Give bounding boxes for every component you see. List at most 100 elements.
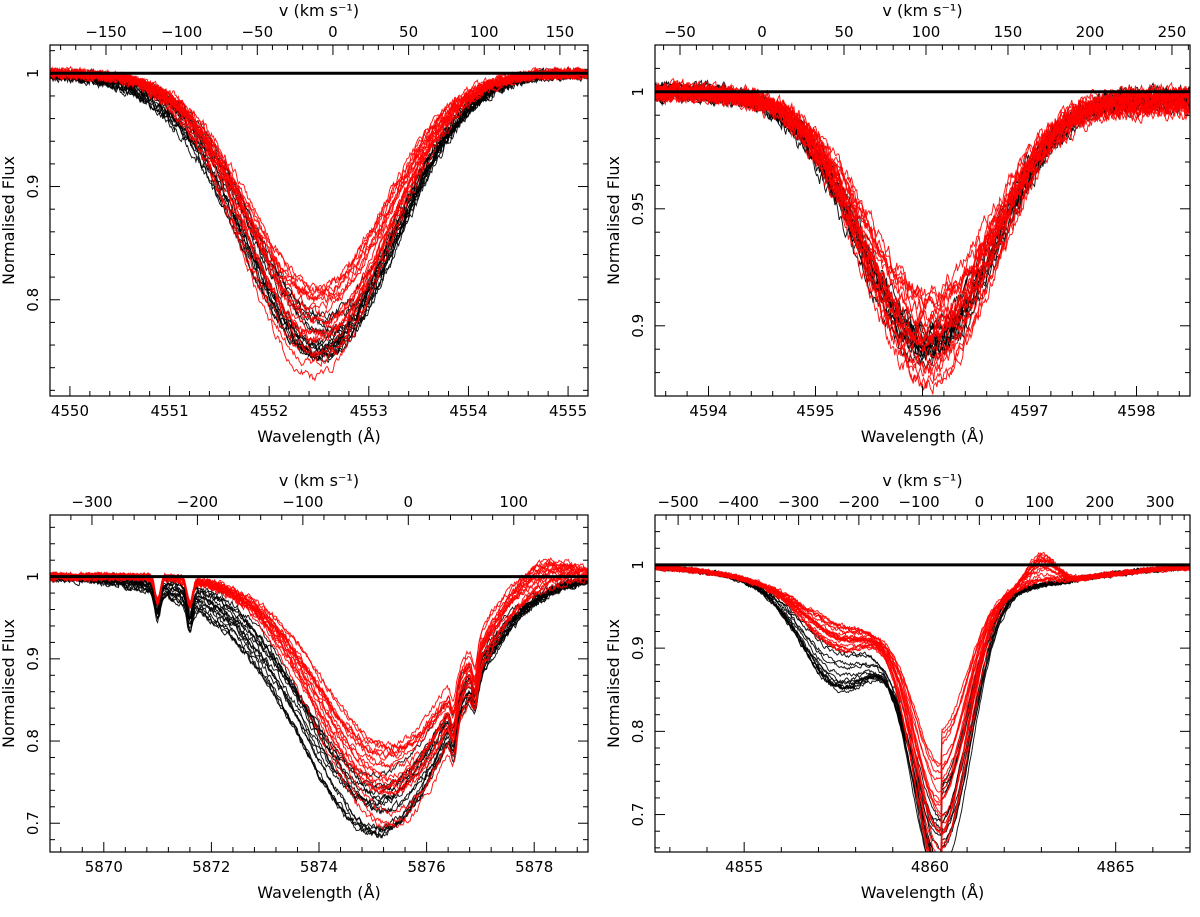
top-tick-label: 0 <box>404 493 414 511</box>
x-tick-label: 4554 <box>449 402 487 420</box>
top-axis-title: v (km s⁻¹) <box>279 471 359 490</box>
top-tick-label: −100 <box>161 23 202 41</box>
panel-top-right: 4594 4595 4596 4597 4598 0.9 0.95 1 −50 0 50 100 150… <box>604 1 1191 446</box>
y-tick-label: 0.9 <box>24 647 42 671</box>
x-tick-label: 4551 <box>150 402 188 420</box>
y-tick-label: 0.8 <box>629 719 647 743</box>
series-line-red <box>655 564 1190 774</box>
series-line-black <box>50 67 588 340</box>
top-tick-label: −50 <box>241 23 273 41</box>
y-tick-label: 1 <box>24 572 42 582</box>
top-tick-label: 100 <box>470 23 499 41</box>
series-line-black <box>50 67 588 361</box>
series-line-red <box>655 83 1190 371</box>
y-tick-label: 1 <box>629 87 647 97</box>
series-line-red <box>50 66 588 343</box>
series-group <box>655 78 1190 395</box>
series-line-red <box>50 66 588 298</box>
top-tick-label: −100 <box>282 493 323 511</box>
top-axis-title: v (km s⁻¹) <box>882 1 962 20</box>
series-line-black <box>655 83 1190 362</box>
y-tick-label: 0.95 <box>629 192 647 225</box>
series-line-black <box>50 574 588 839</box>
top-tick-label: 0 <box>975 493 985 511</box>
series-line-black <box>655 80 1190 347</box>
top-tick-label: 300 <box>1146 493 1175 511</box>
series-line-red <box>655 83 1190 346</box>
series-line-black <box>50 574 588 836</box>
top-tick-label: −100 <box>898 493 939 511</box>
x-tick-label: 5870 <box>85 858 123 876</box>
series-line-black <box>50 66 588 322</box>
series-line-red <box>50 65 588 296</box>
series-line-red <box>655 564 1190 793</box>
x-tick-label: 4597 <box>1010 402 1048 420</box>
x-tick-label: 4855 <box>725 858 763 876</box>
y-tick-label: 0.9 <box>24 175 42 199</box>
top-tick-label: −400 <box>718 493 759 511</box>
top-tick-label: 200 <box>1076 23 1105 41</box>
series-line-red <box>50 563 588 771</box>
series-line-red <box>50 559 588 785</box>
y-tick-label: 0.8 <box>24 729 42 753</box>
series-line-red <box>655 565 1190 765</box>
series-line-red <box>655 78 1190 346</box>
y-tick-label: 0.7 <box>629 803 647 827</box>
series-line-red <box>50 69 588 311</box>
series-line-black <box>50 66 588 362</box>
top-tick-label: 50 <box>834 23 853 41</box>
series-line-red <box>655 80 1190 309</box>
y-axis-title: Normalised Flux <box>604 619 623 748</box>
series-line-red <box>655 564 1190 768</box>
series-line-red <box>50 66 588 336</box>
top-tick-label: 150 <box>546 23 575 41</box>
series-line-red <box>50 65 588 292</box>
top-tick-label: 150 <box>994 23 1023 41</box>
top-tick-label: 250 <box>1158 23 1187 41</box>
series-line-black <box>50 68 588 333</box>
y-axis-title: Normalised Flux <box>604 156 623 285</box>
x-tick-label: 5876 <box>408 858 446 876</box>
series-line-red <box>50 565 588 796</box>
plot-frame <box>654 514 1191 853</box>
panel-top-left: 4550 4551 4552 4553 4554 4555 0.8 0.9 1 −150 −100 −… <box>0 1 589 446</box>
series-line-black <box>50 574 588 835</box>
series-line-black <box>50 574 588 839</box>
series-group <box>50 65 588 382</box>
series-line-red <box>50 66 588 302</box>
top-tick-label: −200 <box>838 493 879 511</box>
y-tick-label: 0.7 <box>24 811 42 835</box>
top-tick-label: 200 <box>1086 493 1115 511</box>
x-tick-label: 4596 <box>903 402 941 420</box>
series-line-red <box>655 82 1190 380</box>
series-group <box>50 557 588 839</box>
top-tick-label: −300 <box>71 493 112 511</box>
top-tick-label: 100 <box>1025 493 1054 511</box>
series-line-red <box>655 563 1190 807</box>
top-tick-label: −150 <box>85 23 126 41</box>
top-tick-label: 0 <box>757 23 767 41</box>
x-tick-label: 4555 <box>549 402 587 420</box>
x-axis-title: Wavelength (Å) <box>257 883 380 902</box>
x-tick-label: 4598 <box>1117 402 1155 420</box>
x-tick-label: 5874 <box>300 858 338 876</box>
top-tick-label: −50 <box>664 23 696 41</box>
top-tick-label: −500 <box>658 493 699 511</box>
series-line-black <box>50 575 588 833</box>
series-line-red <box>50 67 588 318</box>
x-tick-label: 4550 <box>51 402 89 420</box>
x-axis-title: Wavelength (Å) <box>257 427 380 446</box>
y-axis-title: Normalised Flux <box>0 156 18 285</box>
series-line-black <box>50 68 588 346</box>
y-tick-label: 0.9 <box>629 636 647 660</box>
series-line-red <box>655 553 1190 781</box>
series-line-red <box>50 562 588 750</box>
series-line-red <box>655 82 1190 368</box>
top-axis-title: v (km s⁻¹) <box>882 471 962 490</box>
top-tick-label: 0 <box>328 23 338 41</box>
x-tick-label: 4553 <box>350 402 388 420</box>
plot-frame <box>49 44 589 397</box>
y-tick-label: 1 <box>629 560 647 570</box>
x-tick-label: 4594 <box>689 402 727 420</box>
series-line-black <box>655 564 1190 822</box>
